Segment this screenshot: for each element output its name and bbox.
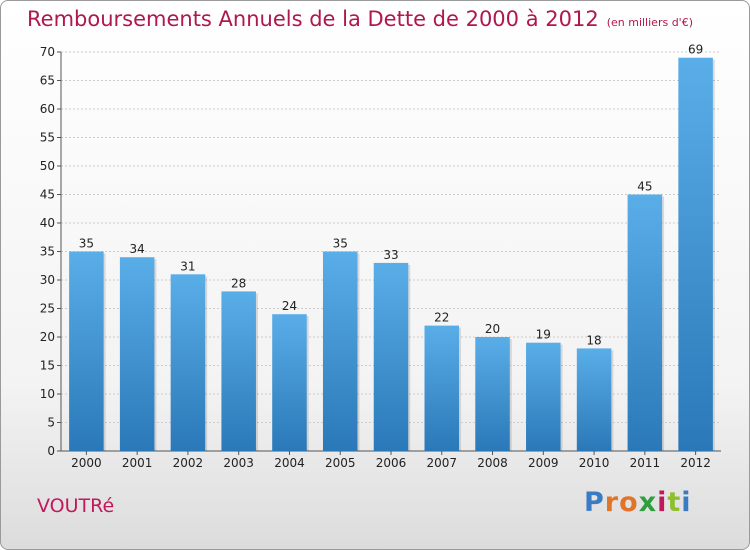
- y-tick-label: 25: [40, 302, 55, 316]
- bar-2010: [576, 348, 612, 451]
- bar-2012: [678, 57, 713, 451]
- data-label-2011: 45: [637, 180, 652, 194]
- x-tick-label-2004: 2004: [274, 456, 305, 470]
- y-tick-label: 65: [40, 74, 55, 88]
- bar-2005: [322, 251, 358, 451]
- bar-2004: [272, 314, 307, 451]
- y-tick-label: 5: [47, 416, 55, 430]
- x-tick-label-2006: 2006: [376, 456, 407, 470]
- y-tick-label: 45: [40, 188, 55, 202]
- x-tick-label-2001: 2001: [122, 456, 153, 470]
- title-text: Remboursements Annuels de la Dette de 20…: [27, 7, 599, 31]
- y-tick-label: 0: [47, 444, 55, 458]
- bar-2001: [119, 257, 155, 451]
- x-tick-label-2005: 2005: [325, 456, 356, 470]
- logo-letter: P: [584, 487, 605, 518]
- labels: 0 5 10 15 20 25 30 35 40 45 50 55 60 65 70 35 2000 34 2001…: [40, 43, 711, 470]
- y-tick-label: 10: [40, 387, 55, 401]
- proxiti-logo: Proxiti: [584, 487, 692, 523]
- y-tick-label: 60: [40, 102, 55, 116]
- x-tick-label-2011: 2011: [630, 456, 661, 470]
- bar-2007: [424, 325, 460, 451]
- y-tick-label: 40: [40, 216, 55, 230]
- data-label-2006: 33: [383, 248, 398, 262]
- data-label-2005: 35: [333, 237, 348, 251]
- data-label-2010: 18: [586, 333, 601, 347]
- data-label-2000: 35: [79, 237, 94, 251]
- chart-title: Remboursements Annuels de la Dette de 20…: [27, 7, 693, 31]
- data-label-2007: 22: [434, 311, 449, 325]
- x-tick-label-2012: 2012: [680, 456, 711, 470]
- y-tick-label: 15: [40, 359, 55, 373]
- bar-2003: [221, 291, 256, 451]
- y-tick-label: 70: [40, 45, 55, 59]
- x-tick-label-2003: 2003: [223, 456, 254, 470]
- x-tick-label-2009: 2009: [528, 456, 559, 470]
- data-label-2012: 69: [688, 43, 703, 57]
- x-tick-label-2007: 2007: [426, 456, 457, 470]
- data-label-2009: 19: [536, 328, 551, 342]
- y-tick-label: 20: [40, 330, 55, 344]
- x-tick-label-2008: 2008: [477, 456, 508, 470]
- data-label-2004: 24: [282, 299, 297, 313]
- logo-letter: i: [681, 487, 692, 518]
- data-label-2003: 28: [231, 276, 246, 290]
- bar-2006: [373, 262, 409, 451]
- data-label-2002: 31: [180, 259, 195, 273]
- x-tick-label-2002: 2002: [173, 456, 204, 470]
- bars: [69, 57, 715, 451]
- y-tick-label: 30: [40, 273, 55, 287]
- logo-letter: t: [667, 487, 682, 518]
- logo-letter: o: [619, 487, 639, 518]
- bar-2000: [69, 251, 104, 451]
- bar-2009: [526, 342, 561, 451]
- bar-2002: [170, 274, 206, 451]
- bar-2011: [627, 194, 663, 451]
- bar-2008: [475, 337, 510, 451]
- chart-subtitle: (en milliers d'€): [606, 16, 693, 29]
- y-tick-label: 50: [40, 159, 55, 173]
- y-tick-label: 35: [40, 245, 55, 259]
- y-tick-label: 55: [40, 131, 55, 145]
- x-tick-label-2010: 2010: [579, 456, 610, 470]
- x-tick-label-2000: 2000: [71, 456, 102, 470]
- commune-name: VOUTRé: [37, 495, 115, 517]
- logo-letter: x: [638, 487, 658, 518]
- logo-letter: i: [657, 487, 668, 518]
- logo-letter: r: [604, 487, 620, 518]
- data-label-2008: 20: [485, 322, 500, 336]
- data-label-2001: 34: [130, 242, 145, 256]
